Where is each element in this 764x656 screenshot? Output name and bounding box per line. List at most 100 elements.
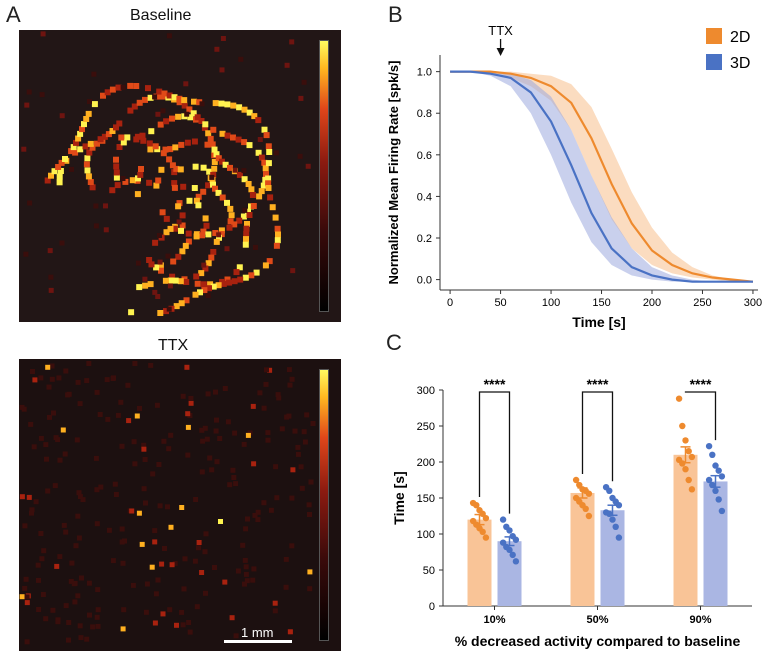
heatmap-pixel — [200, 228, 207, 235]
heatmap-pixel — [156, 88, 163, 95]
heatmap-pixel — [76, 490, 82, 496]
heatmap-pixel — [261, 159, 268, 166]
heatmap-pixel — [85, 173, 92, 180]
heatmap-pixel — [246, 109, 253, 116]
heatmap-pixel — [190, 110, 197, 117]
heatmap-pixel — [56, 179, 63, 186]
heatmap-pixel — [51, 410, 56, 416]
data-point — [482, 514, 490, 522]
heatmap-pixel — [72, 149, 79, 156]
heatmap-pixel — [171, 180, 178, 187]
data-point — [585, 512, 593, 520]
heatmap-pixel — [22, 585, 28, 591]
heatmap-pixel — [188, 400, 194, 406]
data-point — [718, 473, 726, 480]
heatmap-pixel — [243, 564, 249, 570]
heatmap-pixel — [231, 221, 238, 228]
heatmap-pixel — [48, 172, 54, 179]
y-tick-label: 150 — [417, 493, 435, 505]
baseline-heatmap-canvas — [19, 30, 341, 322]
baseline-title: Baseline — [130, 7, 192, 24]
heatmap-pixel — [48, 274, 54, 280]
heatmap-pixel — [38, 435, 44, 441]
heatmap-pixel — [242, 241, 249, 248]
heatmap-pixel — [134, 413, 140, 419]
heatmap-pixel — [201, 124, 208, 131]
heatmap-pixel — [269, 204, 276, 211]
heatmap-pixel — [124, 134, 131, 141]
heatmap-pixel — [23, 576, 29, 582]
heatmap-pixel — [84, 167, 91, 174]
heatmap-pixel — [73, 139, 79, 146]
data-point — [679, 460, 686, 467]
significance-bracket — [684, 391, 717, 441]
heatmap-pixel — [29, 507, 35, 513]
heatmap-pixel — [196, 99, 203, 106]
data-point — [506, 527, 513, 534]
heatmap-pixel — [160, 108, 166, 114]
heatmap-pixel — [39, 92, 45, 98]
heatmap-pixel — [230, 102, 237, 109]
heatmap-pixel — [77, 401, 83, 407]
data-point — [473, 502, 480, 509]
heatmap-pixel — [274, 225, 281, 232]
heatmap-pixel — [48, 287, 54, 293]
heatmap-pixel — [163, 229, 170, 236]
bar-2D-90% — [673, 454, 698, 606]
heatmap-pixel — [87, 99, 92, 104]
heatmap-pixel — [306, 502, 312, 508]
heatmap-pixel — [286, 413, 292, 419]
heatmap-pixel — [200, 188, 207, 195]
heatmap-pixel — [93, 203, 99, 209]
data-point — [506, 546, 513, 554]
heatmap-pixel — [134, 133, 141, 140]
heatmap-pixel — [208, 254, 215, 261]
heatmap-pixel — [305, 163, 311, 169]
heatmap-pixel — [228, 212, 235, 219]
heatmap-pixel — [241, 106, 248, 113]
heatmap-pixel — [43, 616, 49, 622]
scale-bar-label: 1 mm — [241, 625, 274, 640]
heatmap-pixel — [32, 377, 38, 383]
heatmap-pixel — [38, 531, 44, 536]
heatmap-pixel — [274, 237, 281, 244]
heatmap-pixel — [167, 277, 174, 284]
heatmap-pixel — [243, 225, 250, 232]
heatmap-pixel — [179, 222, 186, 229]
data-point — [682, 466, 689, 473]
heatmap-pixel — [202, 549, 208, 555]
heatmap-pixel — [226, 224, 233, 231]
bar-3D-50% — [600, 510, 625, 606]
heatmap-pixel — [284, 62, 290, 68]
heatmap-pixel — [159, 93, 166, 100]
heatmap-pixel — [23, 251, 29, 257]
heatmap-pixel — [126, 418, 132, 424]
heatmap-pixel — [171, 94, 178, 101]
heatmap-pixel — [225, 419, 231, 425]
heatmap-pixel — [257, 137, 263, 142]
heatmap-pixel — [181, 97, 188, 104]
heatmap-pixel — [242, 581, 247, 587]
heatmap-pixel — [207, 135, 214, 142]
heatmap-pixel — [236, 264, 243, 271]
data-point — [705, 476, 713, 484]
heatmap-pixel — [307, 512, 312, 517]
heatmap-pixel — [172, 144, 179, 151]
heatmap-pixel — [152, 620, 158, 626]
heatmap-pixel — [100, 92, 106, 99]
heatmap-pixel — [113, 492, 119, 497]
heatmap-pixel — [139, 541, 145, 547]
heatmap-pixel — [207, 455, 213, 461]
heatmap-pixel — [155, 577, 161, 583]
heatmap-pixel — [275, 392, 281, 398]
heatmap-pixel — [119, 526, 125, 532]
heatmap-pixel — [134, 191, 141, 198]
heatmap-pixel — [153, 264, 160, 271]
heatmap-pixel — [62, 156, 68, 162]
heatmap-pixel — [272, 608, 278, 614]
heatmap-pixel — [283, 556, 289, 562]
heatmap-pixel — [182, 556, 188, 562]
heatmap-pixel — [184, 111, 190, 117]
heatmap-pixel — [59, 113, 65, 119]
panel-c-letter: C — [386, 330, 402, 355]
